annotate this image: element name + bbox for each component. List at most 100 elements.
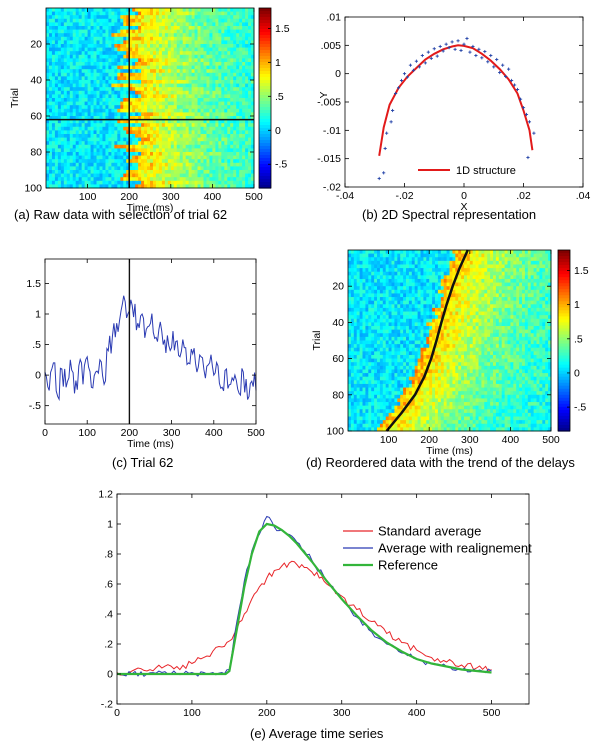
panel-d-heatmap-cell	[397, 297, 401, 302]
panel-a-heatmap-cell	[218, 65, 222, 70]
panel-a-heatmap-cell	[158, 58, 163, 63]
panel-d-heatmap-cell	[504, 282, 508, 287]
panel-a-heatmap-cell	[233, 98, 237, 103]
panel-a-heatmap-cell	[138, 62, 142, 67]
panel-a-heatmap-cell	[66, 40, 71, 45]
panel-a-heatmap-cell	[224, 94, 228, 99]
panel-d-heatmap-cell	[382, 307, 387, 313]
panel-d-heatmap-cell	[353, 253, 358, 258]
panel-d-heatmap-cell	[365, 260, 369, 265]
panel-d-heatmap-cell	[379, 257, 384, 262]
panel-d-heatmap-cell	[461, 268, 465, 273]
panel-d-heatmap-cell	[391, 289, 395, 294]
panel-a-heatmap-cell	[72, 29, 77, 34]
panel-a-heatmap-cell	[111, 184, 115, 189]
panel-a-heatmap-cell	[48, 22, 53, 27]
panel-a-heatmap-cell	[185, 177, 190, 182]
panel-a-heatmap-cell	[176, 40, 181, 45]
panel-a-heatmap-cell	[126, 137, 130, 142]
panel-d-heatmap-cell	[348, 264, 352, 269]
panel-a-heatmap-cell	[182, 36, 187, 41]
panel-d-heatmap-cell	[507, 264, 511, 269]
panel-b-y-tick-label: -.005	[317, 97, 341, 109]
panel-a-heatmap-cell	[233, 62, 237, 67]
panel-a-heatmap-cell	[46, 44, 50, 49]
panel-a-heatmap-cell	[78, 11, 83, 16]
panel-a-heatmap-cell	[218, 134, 222, 139]
panel-a-heatmap-cell	[200, 177, 204, 182]
panel-a-heatmap-cell	[132, 173, 136, 178]
panel-a-heatmap-cell	[230, 36, 234, 41]
panel-a-heatmap-cell	[87, 101, 92, 106]
panel-d-heatmap-cell	[524, 293, 529, 298]
panel-d-heatmap-cell	[522, 253, 526, 258]
panel-a-heatmap-cell	[63, 162, 68, 167]
panel-a-heatmap-cell	[209, 72, 213, 77]
panel-a-heatmap-cell	[102, 137, 106, 142]
panel-d-heatmap-cell	[348, 282, 352, 287]
panel-a-heatmap-cell	[167, 83, 172, 88]
panel-a-heatmap-cell	[188, 184, 193, 189]
panel-a-heatmap-cell	[152, 90, 157, 95]
panel-d-heatmap-cell	[484, 286, 488, 291]
panel-d-heatmap-cell	[417, 300, 421, 305]
panel-d-heatmap-cell	[417, 307, 421, 313]
panel-d-heatmap-cell	[417, 275, 421, 280]
panel-a-heatmap-cell	[176, 58, 181, 63]
panel-a-heatmap-cell	[194, 65, 199, 70]
panel-a-x-tick-label: 400	[204, 191, 222, 203]
panel-d-heatmap-cell	[377, 257, 381, 262]
panel-a-heatmap-cell	[111, 72, 115, 77]
panel-a-heatmap-cell	[212, 22, 216, 27]
panel-a-heatmap-cell	[227, 116, 231, 121]
panel-a-heatmap-cell	[46, 159, 50, 164]
panel-a-heatmap-cell	[170, 62, 175, 67]
panel-a-heatmap-cell	[152, 44, 157, 49]
panel-a-heatmap-cell	[203, 126, 207, 131]
panel-d-heatmap-cell	[437, 307, 442, 313]
panel-a-colorbar-cell	[259, 71, 271, 75]
panel-a-heatmap-cell	[221, 144, 225, 149]
panel-a-heatmap-cell	[51, 90, 56, 95]
panel-a-heatmap-cell	[46, 152, 50, 157]
panel-a-heatmap-cell	[141, 173, 145, 178]
panel-a-heatmap-cell	[239, 98, 243, 103]
panel-a-heatmap-cell	[87, 40, 92, 45]
panel-a-heatmap-cell	[46, 18, 50, 23]
panel-a-heatmap-cell	[179, 148, 184, 153]
panel-a-heatmap-cell	[206, 155, 210, 160]
panel-a-heatmap-cell	[158, 26, 163, 31]
panel-a-heatmap-cell	[161, 15, 166, 20]
panel-d-heatmap-cell	[539, 282, 543, 287]
panel-d-heatmap-cell	[356, 286, 361, 291]
panel-a-heatmap-cell	[230, 62, 234, 67]
panel-a-heatmap-cell	[132, 105, 136, 110]
panel-a-heatmap-cell	[99, 40, 103, 45]
panel-d-heatmap-cell	[437, 289, 442, 294]
panel-d-heatmap-cell	[391, 282, 395, 287]
panel-a-heatmap-cell	[242, 101, 246, 106]
panel-a-heatmap-cell	[66, 76, 71, 81]
panel-d-heatmap-cell	[493, 286, 497, 291]
panel-a-heatmap-cell	[164, 177, 169, 182]
panel-d-heatmap-cell	[527, 264, 532, 269]
panel-a-heatmap-cell	[239, 166, 243, 171]
panel-a-heatmap-cell	[57, 144, 62, 149]
panel-d-heatmap-cell	[374, 278, 378, 284]
panel-a-heatmap-cell	[132, 184, 136, 189]
panel-a-heatmap-cell	[188, 47, 193, 52]
panel-a-heatmap-cell	[51, 83, 56, 88]
panel-a-heatmap-cell	[161, 108, 166, 113]
panel-a-colorbar-cell	[259, 158, 271, 162]
panel-a-heatmap-cell	[152, 22, 157, 27]
panel-d-heatmap-cell	[350, 304, 355, 309]
panel-a-heatmap-cell	[167, 112, 172, 117]
panel-d-heatmap-cell	[452, 250, 456, 255]
panel-a-heatmap-cell	[251, 44, 255, 49]
panel-d-heatmap-cell	[469, 304, 474, 309]
panel-a-heatmap-cell	[161, 33, 166, 38]
panel-a-heatmap-cell	[81, 116, 86, 121]
panel-a-heatmap-cell	[194, 177, 199, 182]
panel-a-heatmap-cell	[239, 119, 243, 124]
panel-a-heatmap-cell	[206, 80, 210, 85]
